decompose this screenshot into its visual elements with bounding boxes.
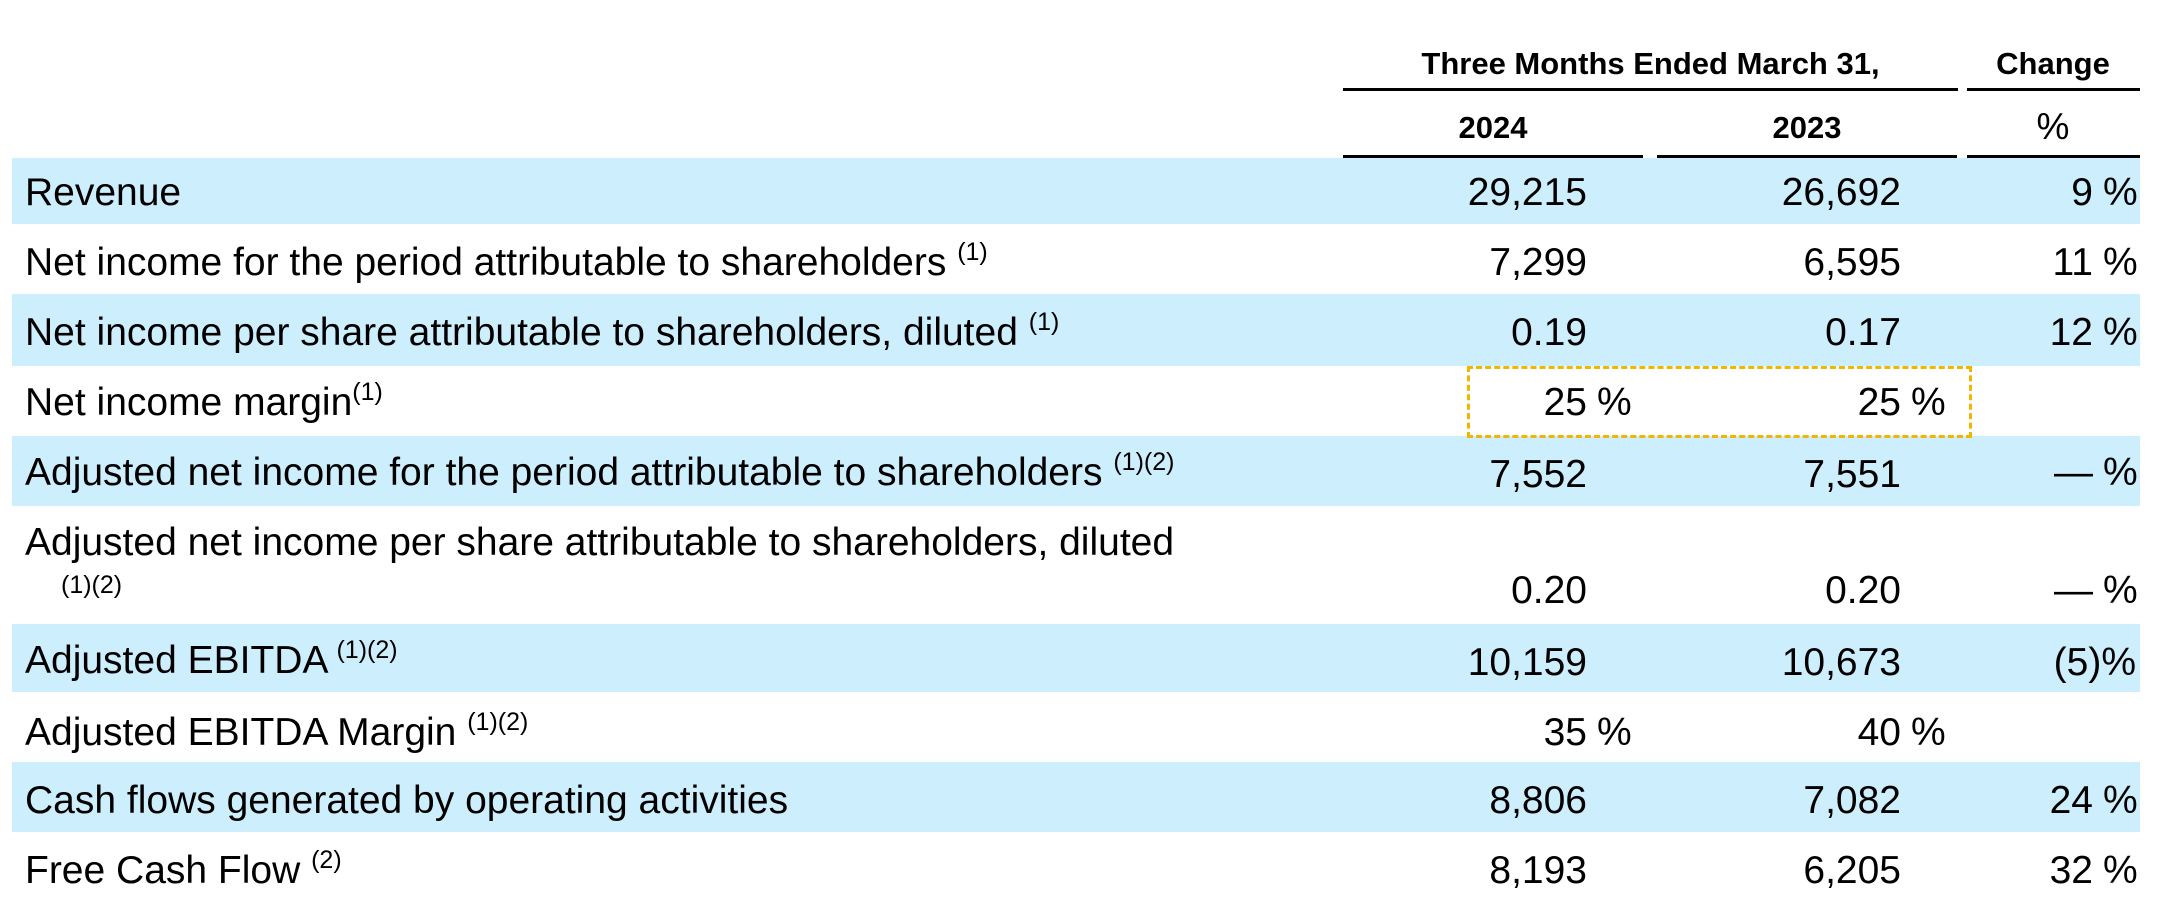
value-2024: 10,159 — [1467, 641, 1587, 684]
row-label-adjusted-ebitda: Adjusted EBITDA (1)(2) — [25, 636, 398, 683]
percent-sign-2023: % — [1911, 381, 1946, 424]
change-percent-sign: % — [2103, 779, 2138, 822]
value-2024: 29,215 — [1467, 171, 1587, 214]
value-2023: 6,205 — [1803, 849, 1901, 892]
value-2023: 10,673 — [1781, 641, 1901, 684]
period-header-rule — [1343, 88, 1958, 91]
row-band-cash-flows — [12, 762, 2140, 832]
change-value: 24 — [2049, 779, 2093, 822]
change-value: 9 — [2071, 171, 2093, 214]
footnote-marker: (1) — [352, 378, 383, 406]
row-label-free-cash-flow: Free Cash Flow (2) — [25, 846, 342, 893]
change-percent-sign: % — [2103, 849, 2138, 892]
value-2023: 0.17 — [1825, 311, 1901, 354]
row-label-revenue: Revenue — [25, 171, 182, 214]
change-header-rule — [1967, 88, 2140, 91]
value-2023: 25 — [1857, 381, 1901, 424]
value-2023: 6,595 — [1803, 241, 1901, 284]
col-header-2024: 2024 — [1458, 110, 1528, 145]
col-header-change-unit: % — [2036, 106, 2070, 147]
percent-sign-2024: % — [1597, 711, 1632, 754]
value-2024: 8,193 — [1489, 849, 1587, 892]
value-2023: 7,082 — [1803, 779, 1901, 822]
col-2024-rule — [1343, 155, 1643, 158]
row-band-revenue — [12, 158, 2140, 224]
value-2023: 26,692 — [1781, 171, 1901, 214]
row-band-net-income-per-share — [12, 294, 2140, 366]
change-value: 32 — [2049, 849, 2093, 892]
row-band-adjusted-ebitda — [12, 624, 2140, 692]
col-change-rule — [1967, 155, 2140, 158]
row-label-adjusted-net-income: Adjusted net income for the period attri… — [25, 448, 1175, 495]
row-band-adjusted-net-income — [12, 436, 2140, 506]
footnote-marker: (1) — [957, 238, 988, 266]
footnote-marker: (1)(2) — [61, 571, 123, 599]
row-label-net-income-per-share: Net income per share attributable to sha… — [25, 308, 1060, 355]
value-2024: 25 — [1543, 381, 1587, 424]
change-percent-sign: % — [2103, 311, 2138, 354]
footnote-marker: (2) — [311, 846, 342, 874]
change-percent-sign: % — [2103, 569, 2138, 612]
change-percent-sign: % — [2103, 241, 2138, 284]
highlight-box — [1467, 366, 1972, 438]
percent-sign-2024: % — [1597, 381, 1632, 424]
change-header: Change — [1996, 46, 2110, 81]
value-2024: 7,552 — [1489, 453, 1587, 496]
row-label-adjusted-net-income-per-share: Adjusted net income per share attributab… — [25, 521, 1175, 564]
change-value: — — [2054, 451, 2093, 494]
change-value: — — [2054, 569, 2093, 612]
value-2023: 0.20 — [1825, 569, 1901, 612]
value-2023: 40 — [1857, 711, 1901, 754]
value-2024: 8,806 — [1489, 779, 1587, 822]
col-2023-rule — [1657, 155, 1957, 158]
footnote-marker: (1)(2) — [1113, 448, 1175, 476]
row-label-cash-flows: Cash flows generated by operating activi… — [25, 779, 789, 822]
row-label-net-income-margin: Net income margin(1) — [25, 378, 383, 425]
percent-sign-2023: % — [1911, 711, 1946, 754]
change-value: 12 — [2049, 311, 2093, 354]
footnote-marker: (1)(2) — [467, 708, 529, 736]
row-label-adjusted-ebitda-margin: Adjusted EBITDA Margin (1)(2) — [25, 708, 529, 755]
row-label-net-income: Net income for the period attributable t… — [25, 238, 988, 285]
value-2024: 7,299 — [1489, 241, 1587, 284]
value-2024: 0.20 — [1511, 569, 1587, 612]
value-2024: 0.19 — [1511, 311, 1587, 354]
change-value: (5)% — [2053, 641, 2136, 684]
change-percent-sign: % — [2103, 171, 2138, 214]
col-header-2023: 2023 — [1772, 110, 1842, 145]
change-value: 11 — [2052, 241, 2094, 284]
change-percent-sign: % — [2103, 451, 2138, 494]
footnote-marker: (1) — [1028, 308, 1060, 336]
value-2024: 35 — [1543, 711, 1587, 754]
footnote-marker: (1)(2) — [336, 636, 398, 664]
period-header: Three Months Ended March 31, — [1421, 46, 1880, 81]
value-2023: 7,551 — [1803, 453, 1901, 496]
